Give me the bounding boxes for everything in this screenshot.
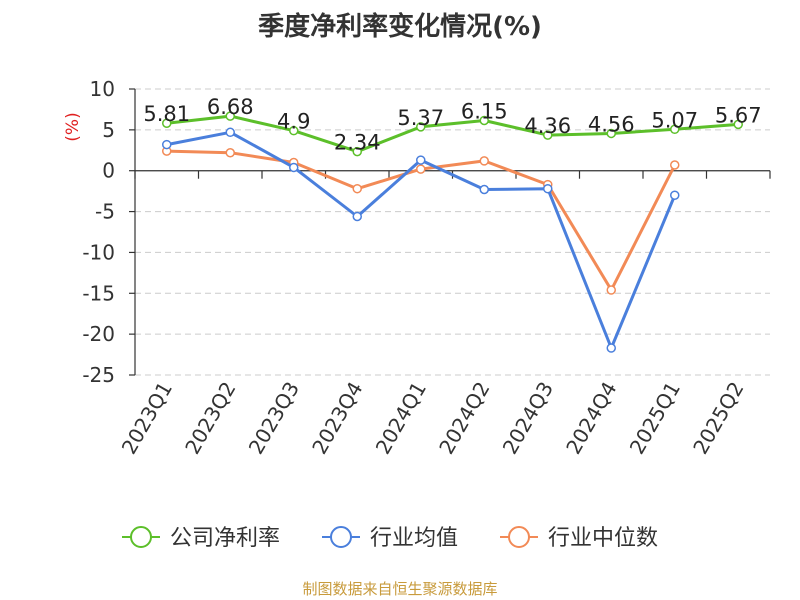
- data-label: 5.81: [143, 102, 190, 126]
- data-point: [352, 146, 362, 157]
- data-point: [225, 147, 235, 158]
- legend-swatch-marker: [508, 526, 530, 548]
- x-tick-label: 2024Q1: [371, 378, 431, 459]
- data-point: [543, 130, 553, 140]
- x-tick-label: 2023Q2: [180, 378, 240, 459]
- y-axis-label: (%): [63, 112, 83, 141]
- data-point: [225, 111, 235, 121]
- data-point: [670, 190, 680, 200]
- data-point: [352, 183, 362, 194]
- grid-layer: [135, 88, 770, 376]
- data-point: [733, 119, 743, 130]
- data-point: [606, 128, 616, 139]
- data-point: [289, 162, 299, 173]
- y-tick-label: -15: [82, 281, 115, 305]
- data-point: [162, 118, 172, 128]
- legend-swatch-marker: [130, 526, 152, 548]
- legend: 公司净利率 行业均值 行业中位数: [122, 526, 658, 551]
- x-tick-label: 2024Q3: [498, 378, 558, 459]
- chart-title: 季度净利率变化情况(%): [258, 12, 542, 42]
- data-label: 6.68: [207, 95, 254, 119]
- data-point: [416, 164, 426, 174]
- legend-swatch-marker: [330, 526, 352, 548]
- y-tick-label: 10: [90, 77, 115, 101]
- x-tick-label: 2023Q4: [307, 378, 367, 459]
- series-layer: [162, 111, 743, 353]
- data-point: [670, 160, 680, 170]
- data-source-note: 制图数据来自恒生聚源数据库: [302, 580, 498, 598]
- legend-label: 行业中位数: [548, 526, 658, 551]
- data-label: 6.15: [461, 99, 508, 123]
- x-tick-label: 2025Q2: [688, 378, 748, 459]
- y-tick-label: -10: [82, 240, 115, 264]
- data-point: [479, 156, 489, 166]
- data-point: [606, 285, 616, 295]
- data-label: 4.9: [277, 110, 310, 134]
- data-point: [543, 183, 553, 194]
- data-label: 4.56: [588, 112, 635, 136]
- x-tick-label: 2023Q3: [244, 378, 304, 459]
- series-line: [166, 114, 739, 154]
- data-point: [416, 155, 426, 165]
- data-point: [225, 127, 235, 138]
- data-point: [606, 343, 616, 353]
- data-label: 2.34: [334, 131, 381, 155]
- data-label: 5.37: [397, 106, 444, 130]
- y-tick-label: -20: [82, 322, 115, 346]
- x-tick-label: 2025Q1: [625, 378, 685, 459]
- data-point: [479, 184, 489, 195]
- y-tick-label: 5: [102, 118, 115, 142]
- y-tick-label: -25: [82, 363, 115, 387]
- legend-label: 公司净利率: [170, 526, 280, 551]
- legend-label: 行业均值: [370, 526, 458, 551]
- data-label: 5.67: [715, 103, 762, 127]
- x-tick-label: 2024Q4: [561, 378, 621, 459]
- data-point: [416, 122, 426, 132]
- y-tick-label: 0: [102, 159, 115, 183]
- data-point: [352, 211, 362, 222]
- x-tick-label: 2023Q1: [117, 378, 177, 459]
- data-point: [289, 125, 299, 136]
- data-point: [670, 124, 680, 135]
- y-tick-label: -5: [95, 200, 115, 224]
- data-point: [162, 139, 172, 150]
- data-label-layer: 5.81 6.68 4.9 2.34 5.37 6.15 4.36 4.56 5.07 5.67: [143, 95, 761, 154]
- data-label: 4.36: [524, 114, 571, 138]
- data-label: 5.07: [651, 108, 698, 132]
- data-point: [479, 115, 489, 126]
- x-tick-label: 2024Q2: [434, 378, 494, 459]
